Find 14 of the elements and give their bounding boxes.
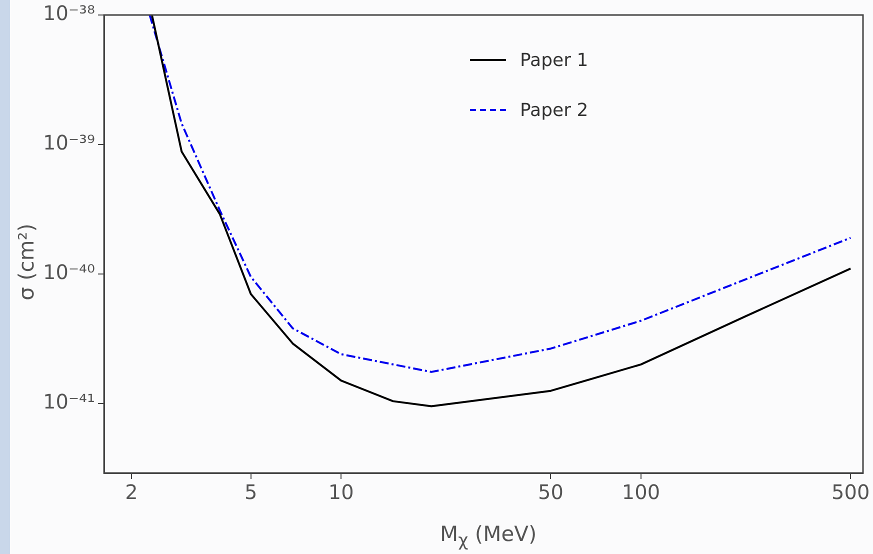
x-tick-label: 5 — [244, 480, 258, 504]
x-tick-label: 10 — [328, 480, 354, 504]
x-tick-label: 2 — [125, 480, 138, 504]
y-tick-label: 10⁻⁴⁰ — [42, 260, 96, 284]
x-tick-label: 100 — [622, 480, 660, 504]
y-tick-label: 10⁻³⁸ — [42, 1, 96, 26]
y-tick-label: 10⁻⁴¹ — [42, 390, 96, 414]
y-axis-title: σ (cm²) — [14, 224, 38, 300]
legend-label: Paper 1 — [520, 50, 588, 70]
y-tick-label: 10⁻³⁹ — [42, 130, 96, 155]
x-tick-label: 50 — [538, 480, 564, 504]
x-axis-title: M$_{χ}$ (MeV) — [440, 522, 537, 552]
legend-label: Paper 2 — [520, 100, 588, 120]
x-tick-label: 500 — [831, 480, 870, 504]
